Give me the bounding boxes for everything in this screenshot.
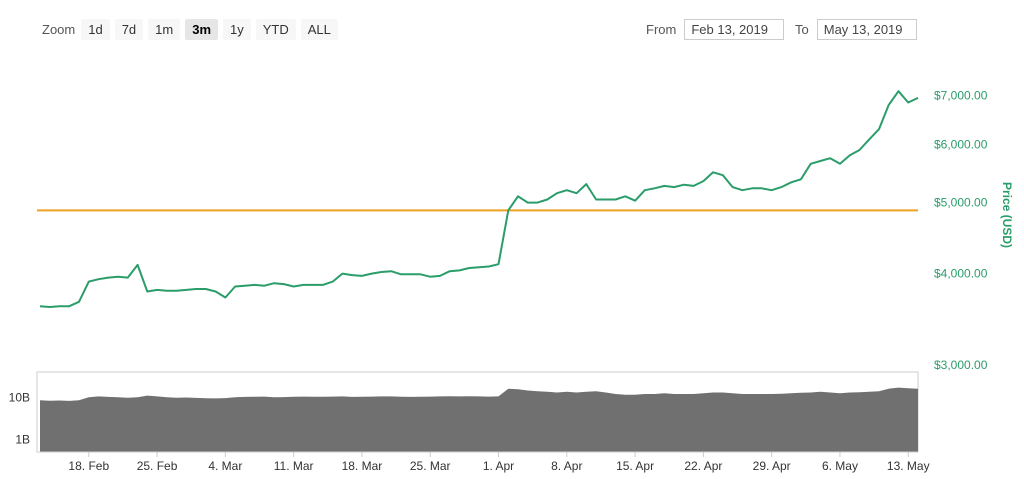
x-tick-label: 18. Mar [342,459,383,473]
zoom-button-ytd[interactable]: YTD [255,19,296,40]
price-tick-label: $7,000.00 [934,89,988,103]
price-tick-label: $3,000.00 [934,358,988,372]
price-tick-label: $4,000.00 [934,267,988,281]
x-tick-label: 15. Apr [616,459,654,473]
x-tick-label: 25. Mar [410,459,451,473]
x-tick-label: 11. Mar [274,459,314,473]
price-tick-label: $5,000.00 [934,196,988,210]
zoom-button-1d[interactable]: 1d [81,19,110,40]
zoom-button-7d[interactable]: 7d [114,19,144,40]
price-axis-ticks: $3,000.00 $4,000.00 $5,000.00 $6,000.00 $7,0… [934,89,988,372]
zoom-button-3m[interactable]: 3m [185,19,219,40]
x-tick-label: 4. Mar [208,459,242,473]
x-tick-label: 8. Apr [551,459,582,473]
x-tick-label: 6. May [822,459,858,473]
x-tick-label: 22. Apr [684,459,722,473]
x-tick-label: 18. Feb [68,459,109,473]
x-tick-label: 1. Apr [483,459,514,473]
x-tick-label: 13. May [887,459,930,473]
zoom-button-1m[interactable]: 1m [148,19,181,40]
price-tick-label: $6,000.00 [934,138,988,152]
volume-axis-ticks: 1B 10B [9,390,30,446]
volume-tick-label: 10B [9,390,30,404]
price-series-line [39,90,919,308]
to-date-input[interactable] [816,19,917,40]
x-axis-ticks: 18. Feb 25. Feb 4. Mar 11. Mar 18. Mar 25. Ma… [68,452,930,473]
price-axis-title: Price (USD) [1000,182,1014,248]
volume-tick-label: 1B [15,432,30,446]
zoom-button-all[interactable]: ALL [300,19,338,40]
x-tick-label: 25. Feb [137,459,178,473]
zoom-label: Zoom [42,22,76,37]
volume-area [40,387,918,452]
to-label: To [795,22,809,37]
zoom-bar: Zoom 1d 7d 1m 3m 1y YTD ALL [42,19,343,40]
x-tick-label: 29. Apr [753,459,791,473]
from-range: From [646,19,785,40]
from-label: From [646,22,677,37]
zoom-button-1y[interactable]: 1y [223,19,251,40]
to-range: To [795,19,917,40]
from-date-input[interactable] [684,19,785,40]
